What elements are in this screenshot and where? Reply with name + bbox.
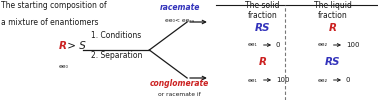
Text: > S: > S xyxy=(64,41,85,51)
Text: ee₂: ee₂ xyxy=(318,78,327,82)
Text: 0: 0 xyxy=(346,77,350,83)
Text: 0: 0 xyxy=(276,42,280,48)
Text: ee₀< eeₑᵤ: ee₀< eeₑᵤ xyxy=(165,18,194,24)
Text: 2. Separation: 2. Separation xyxy=(91,52,142,60)
Text: R: R xyxy=(328,23,337,33)
Text: R: R xyxy=(259,57,267,67)
Text: 100: 100 xyxy=(276,77,290,83)
Text: ee₀: ee₀ xyxy=(59,64,68,68)
Text: The solid
fraction: The solid fraction xyxy=(245,1,280,20)
Text: RS: RS xyxy=(255,23,271,33)
Text: RS: RS xyxy=(325,57,341,67)
Text: ee₁: ee₁ xyxy=(248,78,257,82)
Text: 1. Conditions: 1. Conditions xyxy=(91,32,141,40)
Text: a mixture of enantiomers: a mixture of enantiomers xyxy=(1,18,98,27)
Text: 100: 100 xyxy=(346,42,359,48)
Text: ee₁: ee₁ xyxy=(248,42,257,48)
Text: The liquid
fraction: The liquid fraction xyxy=(314,1,352,20)
Text: or racemate if: or racemate if xyxy=(158,92,201,98)
Text: The starting composition of: The starting composition of xyxy=(1,1,106,10)
Text: racemate: racemate xyxy=(160,4,200,12)
Text: R: R xyxy=(59,41,67,51)
Text: conglomerate: conglomerate xyxy=(150,78,209,88)
Text: ee₂: ee₂ xyxy=(318,42,327,48)
